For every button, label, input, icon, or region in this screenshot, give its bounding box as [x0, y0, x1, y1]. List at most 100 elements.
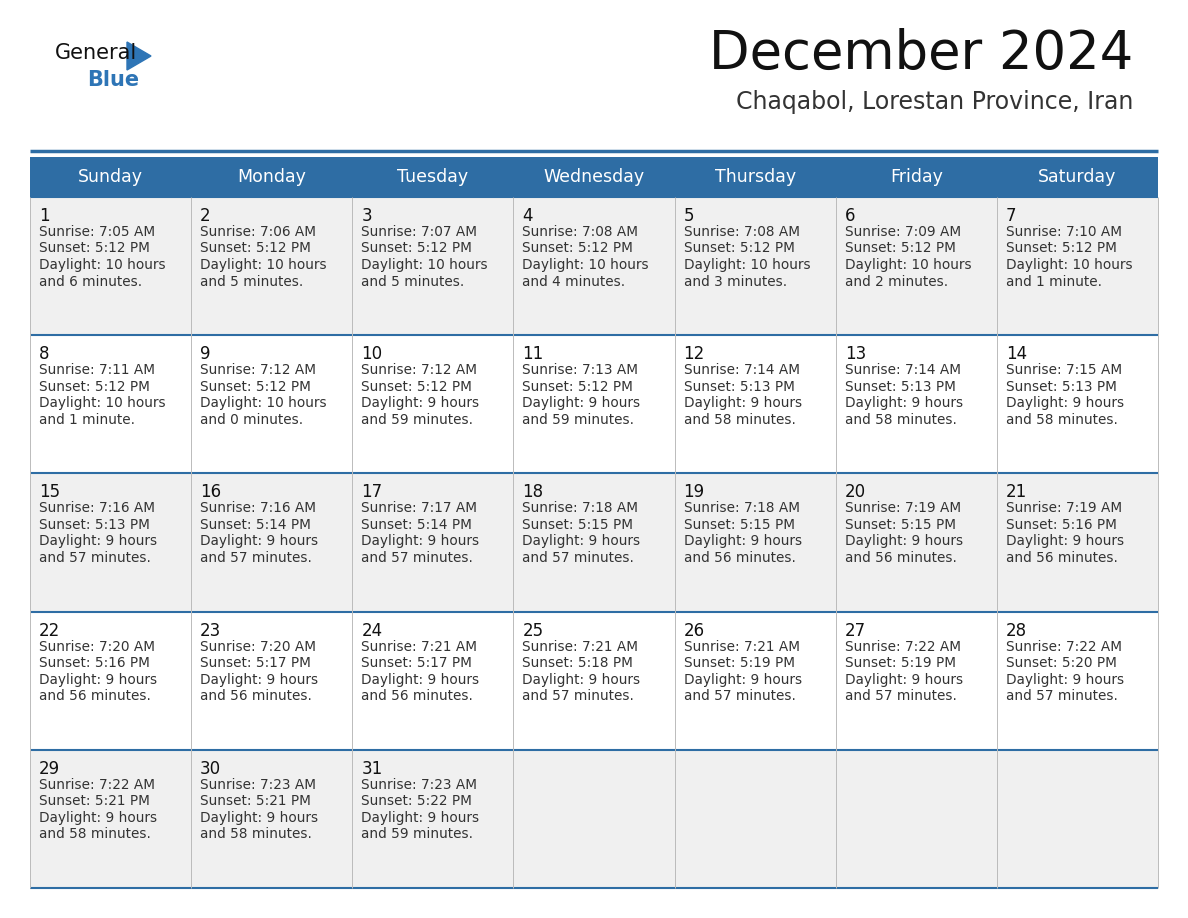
- Text: Sunset: 5:12 PM: Sunset: 5:12 PM: [39, 241, 150, 255]
- Text: 1: 1: [39, 207, 50, 225]
- Text: Sunrise: 7:16 AM: Sunrise: 7:16 AM: [39, 501, 154, 515]
- Text: and 56 minutes.: and 56 minutes.: [200, 689, 312, 703]
- Text: and 56 minutes.: and 56 minutes.: [683, 551, 796, 565]
- Text: Chaqabol, Lorestan Province, Iran: Chaqabol, Lorestan Province, Iran: [735, 90, 1133, 114]
- Bar: [30, 197, 1158, 335]
- Text: Sunset: 5:12 PM: Sunset: 5:12 PM: [683, 241, 795, 255]
- Text: Daylight: 9 hours: Daylight: 9 hours: [200, 534, 318, 548]
- Text: and 59 minutes.: and 59 minutes.: [361, 413, 473, 427]
- Text: 5: 5: [683, 207, 694, 225]
- Text: Sunrise: 7:18 AM: Sunrise: 7:18 AM: [683, 501, 800, 515]
- Text: Daylight: 10 hours: Daylight: 10 hours: [39, 397, 165, 410]
- Text: Sunrise: 7:12 AM: Sunrise: 7:12 AM: [361, 364, 478, 377]
- Text: and 59 minutes.: and 59 minutes.: [361, 827, 473, 841]
- Text: Sunset: 5:19 PM: Sunset: 5:19 PM: [683, 656, 795, 670]
- Text: Daylight: 9 hours: Daylight: 9 hours: [1006, 397, 1124, 410]
- Text: 3: 3: [361, 207, 372, 225]
- Text: and 58 minutes.: and 58 minutes.: [39, 827, 151, 841]
- Text: Sunrise: 7:08 AM: Sunrise: 7:08 AM: [683, 225, 800, 239]
- Text: Sunrise: 7:14 AM: Sunrise: 7:14 AM: [683, 364, 800, 377]
- Text: Sunset: 5:17 PM: Sunset: 5:17 PM: [200, 656, 311, 670]
- Text: 20: 20: [845, 484, 866, 501]
- Text: and 56 minutes.: and 56 minutes.: [39, 689, 151, 703]
- Text: 13: 13: [845, 345, 866, 364]
- Text: 22: 22: [39, 621, 61, 640]
- Text: Daylight: 9 hours: Daylight: 9 hours: [845, 397, 962, 410]
- Polygon shape: [127, 42, 151, 70]
- Text: Sunrise: 7:07 AM: Sunrise: 7:07 AM: [361, 225, 478, 239]
- Text: 11: 11: [523, 345, 544, 364]
- Text: Sunset: 5:13 PM: Sunset: 5:13 PM: [683, 380, 795, 394]
- Text: 26: 26: [683, 621, 704, 640]
- Text: Daylight: 9 hours: Daylight: 9 hours: [683, 397, 802, 410]
- Text: 21: 21: [1006, 484, 1028, 501]
- Text: Sunrise: 7:10 AM: Sunrise: 7:10 AM: [1006, 225, 1121, 239]
- Text: Daylight: 9 hours: Daylight: 9 hours: [39, 673, 157, 687]
- Text: Sunrise: 7:17 AM: Sunrise: 7:17 AM: [361, 501, 478, 515]
- Bar: [30, 750, 1158, 888]
- Text: Sunset: 5:12 PM: Sunset: 5:12 PM: [523, 380, 633, 394]
- Text: Sunset: 5:19 PM: Sunset: 5:19 PM: [845, 656, 955, 670]
- Text: Daylight: 9 hours: Daylight: 9 hours: [361, 673, 480, 687]
- Text: and 57 minutes.: and 57 minutes.: [200, 551, 312, 565]
- Text: 17: 17: [361, 484, 383, 501]
- Text: Sunrise: 7:18 AM: Sunrise: 7:18 AM: [523, 501, 638, 515]
- Text: Monday: Monday: [238, 168, 307, 186]
- Text: Daylight: 9 hours: Daylight: 9 hours: [200, 811, 318, 824]
- Text: Sunset: 5:12 PM: Sunset: 5:12 PM: [361, 241, 472, 255]
- Text: 23: 23: [200, 621, 221, 640]
- Text: 31: 31: [361, 760, 383, 778]
- Text: Sunrise: 7:14 AM: Sunrise: 7:14 AM: [845, 364, 961, 377]
- Text: and 57 minutes.: and 57 minutes.: [39, 551, 151, 565]
- Text: and 1 minute.: and 1 minute.: [39, 413, 135, 427]
- Text: Daylight: 9 hours: Daylight: 9 hours: [39, 534, 157, 548]
- Text: and 59 minutes.: and 59 minutes.: [523, 413, 634, 427]
- Text: Daylight: 9 hours: Daylight: 9 hours: [1006, 534, 1124, 548]
- Text: Sunrise: 7:21 AM: Sunrise: 7:21 AM: [361, 640, 478, 654]
- Text: Sunrise: 7:22 AM: Sunrise: 7:22 AM: [39, 778, 154, 792]
- Text: 14: 14: [1006, 345, 1026, 364]
- Text: 30: 30: [200, 760, 221, 778]
- Text: Sunset: 5:21 PM: Sunset: 5:21 PM: [200, 794, 311, 809]
- Text: Sunrise: 7:08 AM: Sunrise: 7:08 AM: [523, 225, 638, 239]
- Text: 6: 6: [845, 207, 855, 225]
- Text: Sunset: 5:13 PM: Sunset: 5:13 PM: [845, 380, 955, 394]
- Text: Sunset: 5:22 PM: Sunset: 5:22 PM: [361, 794, 472, 809]
- Text: Sunset: 5:16 PM: Sunset: 5:16 PM: [39, 656, 150, 670]
- Text: Sunset: 5:20 PM: Sunset: 5:20 PM: [1006, 656, 1117, 670]
- Text: and 57 minutes.: and 57 minutes.: [683, 689, 796, 703]
- Text: Sunrise: 7:21 AM: Sunrise: 7:21 AM: [683, 640, 800, 654]
- Text: Sunrise: 7:19 AM: Sunrise: 7:19 AM: [845, 501, 961, 515]
- Text: Daylight: 9 hours: Daylight: 9 hours: [845, 534, 962, 548]
- Text: 19: 19: [683, 484, 704, 501]
- Text: Thursday: Thursday: [714, 168, 796, 186]
- Text: Sunset: 5:12 PM: Sunset: 5:12 PM: [200, 241, 311, 255]
- Text: Sunrise: 7:16 AM: Sunrise: 7:16 AM: [200, 501, 316, 515]
- Text: Sunrise: 7:12 AM: Sunrise: 7:12 AM: [200, 364, 316, 377]
- Text: Daylight: 9 hours: Daylight: 9 hours: [523, 534, 640, 548]
- Text: Daylight: 10 hours: Daylight: 10 hours: [39, 258, 165, 272]
- Text: and 4 minutes.: and 4 minutes.: [523, 274, 626, 288]
- Text: Sunset: 5:12 PM: Sunset: 5:12 PM: [845, 241, 955, 255]
- Text: 29: 29: [39, 760, 61, 778]
- Text: Sunrise: 7:20 AM: Sunrise: 7:20 AM: [200, 640, 316, 654]
- Text: 25: 25: [523, 621, 544, 640]
- Text: 15: 15: [39, 484, 61, 501]
- Text: and 57 minutes.: and 57 minutes.: [361, 551, 473, 565]
- Text: and 58 minutes.: and 58 minutes.: [683, 413, 796, 427]
- Text: 8: 8: [39, 345, 50, 364]
- Text: Sunrise: 7:23 AM: Sunrise: 7:23 AM: [200, 778, 316, 792]
- Text: and 56 minutes.: and 56 minutes.: [1006, 551, 1118, 565]
- Text: Friday: Friday: [890, 168, 943, 186]
- Text: and 56 minutes.: and 56 minutes.: [845, 551, 956, 565]
- Text: Daylight: 9 hours: Daylight: 9 hours: [361, 811, 480, 824]
- Text: Sunset: 5:12 PM: Sunset: 5:12 PM: [39, 380, 150, 394]
- Text: Sunrise: 7:15 AM: Sunrise: 7:15 AM: [1006, 364, 1121, 377]
- Text: Sunset: 5:17 PM: Sunset: 5:17 PM: [361, 656, 472, 670]
- Text: Daylight: 9 hours: Daylight: 9 hours: [200, 673, 318, 687]
- Text: Sunrise: 7:13 AM: Sunrise: 7:13 AM: [523, 364, 638, 377]
- Text: 28: 28: [1006, 621, 1026, 640]
- Text: Sunrise: 7:05 AM: Sunrise: 7:05 AM: [39, 225, 156, 239]
- Text: Sunset: 5:15 PM: Sunset: 5:15 PM: [683, 518, 795, 532]
- Text: Daylight: 10 hours: Daylight: 10 hours: [1006, 258, 1132, 272]
